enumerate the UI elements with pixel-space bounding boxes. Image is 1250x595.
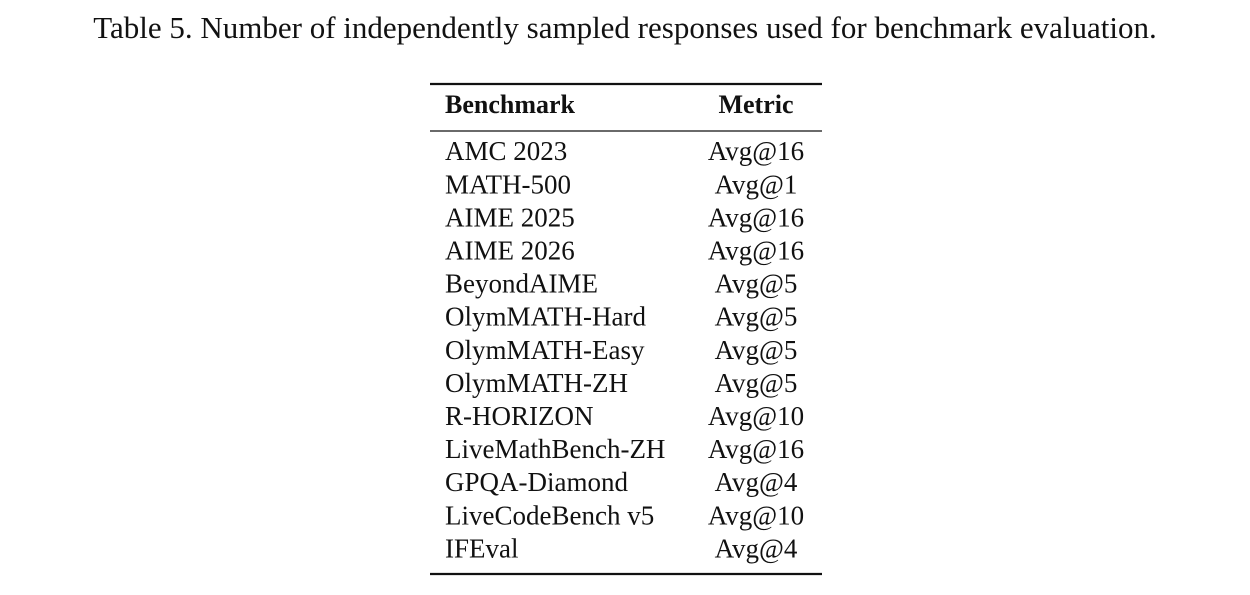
benchmark-cell: OlymMATH-Hard [445,302,646,332]
benchmark-cell: AMC 2023 [445,136,567,166]
metric-cell: Avg@16 [708,434,804,464]
metric-cell: Avg@4 [715,467,798,497]
benchmark-cell: OlymMATH-ZH [445,368,628,398]
benchmark-cell: LiveCodeBench v5 [445,500,654,530]
benchmark-cell: R-HORIZON [445,401,594,431]
metric-cell: Avg@5 [715,269,798,299]
metric-cell: Avg@1 [715,169,798,199]
header-cell: Benchmark [445,90,576,119]
benchmark-cell: MATH-500 [445,169,571,199]
metric-cell: Avg@5 [715,302,798,332]
metric-cell: Avg@5 [715,335,798,365]
metric-cell: Avg@16 [708,136,804,166]
benchmark-cell: BeyondAIME [445,269,598,299]
benchmark-cell: AIME 2026 [445,236,575,266]
metric-cell: Avg@5 [715,368,798,398]
benchmark-cell: IFEval [445,533,519,563]
header-cell: Metric [718,90,793,119]
benchmark-cell: GPQA-Diamond [445,467,628,497]
table-caption: Table 5. Number of independently sampled… [93,10,1157,45]
metric-cell: Avg@16 [708,236,804,266]
metric-cell: Avg@10 [708,500,804,530]
benchmark-cell: LiveMathBench-ZH [445,434,665,464]
benchmark-cell: AIME 2025 [445,202,575,232]
metric-cell: Avg@4 [715,533,798,563]
metric-cell: Avg@16 [708,202,804,232]
metric-cell: Avg@10 [708,401,804,431]
benchmark-cell: OlymMATH-Easy [445,335,645,365]
